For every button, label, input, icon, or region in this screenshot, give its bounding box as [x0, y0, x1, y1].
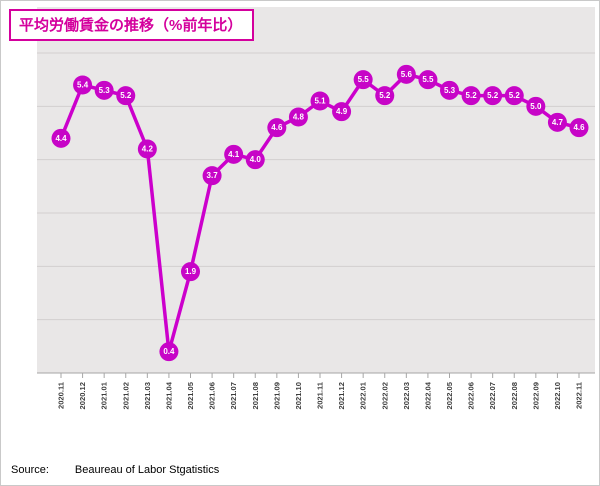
data-point-marker	[267, 118, 287, 138]
data-point-value: 4.6	[271, 123, 283, 132]
data-point-value: 5.2	[487, 91, 499, 100]
x-axis-label: 2022.01	[359, 381, 368, 409]
data-point-marker	[73, 75, 93, 95]
x-axis-label: 2021.03	[143, 382, 152, 409]
data-point-value: 5.2	[466, 91, 478, 100]
x-axis-label: 2021.10	[294, 382, 303, 409]
data-point-value: 5.2	[509, 91, 521, 100]
x-axis-label: 2021.05	[186, 381, 195, 409]
x-axis-label: 2022.08	[510, 382, 519, 409]
x-axis-label: 2021.09	[272, 382, 281, 409]
data-point-value: 4.0	[250, 155, 262, 164]
chart-title: 平均労働賃金の推移（%前年比）	[19, 17, 243, 34]
data-point-marker	[569, 118, 589, 138]
data-point-marker	[418, 70, 438, 90]
data-point-marker	[461, 86, 481, 106]
x-axis-label: 2021.12	[337, 382, 346, 409]
data-point-marker	[526, 96, 546, 116]
data-point-marker	[202, 166, 222, 186]
source-label: Source:	[11, 464, 49, 476]
x-axis-label: 2021.07	[229, 382, 238, 409]
x-axis-label: 2022.03	[402, 382, 411, 409]
x-axis-label: 2021.04	[164, 381, 173, 409]
x-axis-label: 2021.08	[251, 382, 260, 409]
data-point-marker	[396, 64, 416, 84]
data-point-marker	[181, 262, 200, 282]
data-point-value: 5.5	[422, 75, 434, 84]
data-point-value: 5.6	[401, 70, 413, 79]
x-axis-label: 2021.02	[121, 382, 130, 409]
plot-area	[37, 7, 595, 373]
data-point-value: 5.1	[314, 97, 326, 106]
data-point-marker	[440, 80, 459, 100]
data-point-value: 4.1	[228, 150, 240, 159]
x-axis-label: 2022.07	[488, 382, 497, 409]
x-axis-label: 2021.01	[100, 381, 109, 409]
data-point-value: 4.2	[142, 145, 154, 154]
data-point-marker	[137, 139, 157, 159]
data-point-marker	[51, 128, 71, 148]
data-point-value: 5.3	[99, 86, 111, 95]
data-point-value: 4.6	[573, 123, 585, 132]
data-point-value: 5.3	[444, 86, 456, 95]
data-point-value: 5.2	[379, 91, 391, 100]
x-axis-label: 2022.09	[531, 382, 540, 409]
x-axis-label: 2022.02	[380, 382, 389, 409]
data-point-marker	[224, 144, 244, 164]
data-point-value: 4.4	[55, 134, 67, 143]
x-axis-label: 2022.05	[445, 381, 454, 409]
source-note: Source: Beaureau of Labor Stgatistics	[11, 464, 219, 476]
data-point-marker	[547, 112, 567, 132]
data-point-value: 4.7	[552, 118, 564, 127]
x-axis-label: 2020.11	[57, 381, 66, 409]
x-axis-label: 2022.11	[575, 381, 584, 409]
data-point-marker	[159, 342, 179, 362]
data-point-value: 1.9	[185, 267, 197, 276]
x-axis-label: 2021.06	[208, 382, 217, 409]
x-axis-label: 2022.10	[553, 382, 562, 409]
x-axis-label: 2021.11	[316, 381, 325, 409]
data-point-value: 4.8	[293, 113, 305, 122]
data-point-value: 5.5	[358, 75, 370, 84]
x-axis-label: 2020.12	[78, 382, 87, 409]
data-point-value: 0.4	[163, 347, 175, 356]
data-point-marker	[310, 91, 330, 111]
data-point-marker	[288, 107, 308, 127]
data-point-marker	[504, 86, 524, 106]
x-axis-label: 2022.04	[423, 381, 432, 409]
chart-svg: 2020.11 2020.12 2021.01 2021.02 2021.03 2021.…	[37, 7, 595, 409]
data-point-marker	[332, 102, 352, 122]
data-point-marker	[245, 150, 265, 170]
x-axis-label: 2022.06	[467, 382, 476, 409]
data-point-value: 5.2	[120, 91, 132, 100]
data-point-value: 5.4	[77, 81, 89, 90]
source-text: Beaureau of Labor Stgatistics	[74, 464, 220, 476]
data-point-marker	[116, 86, 136, 106]
chart-title-box: 平均労働賃金の推移（%前年比）	[9, 9, 255, 41]
data-point-marker	[375, 86, 395, 106]
data-point-value: 4.9	[336, 107, 348, 116]
data-point-marker	[94, 80, 114, 100]
data-point-marker	[483, 86, 503, 106]
data-point-value: 3.7	[207, 171, 219, 180]
data-point-value: 5.0	[530, 102, 542, 111]
data-point-marker	[353, 70, 373, 90]
